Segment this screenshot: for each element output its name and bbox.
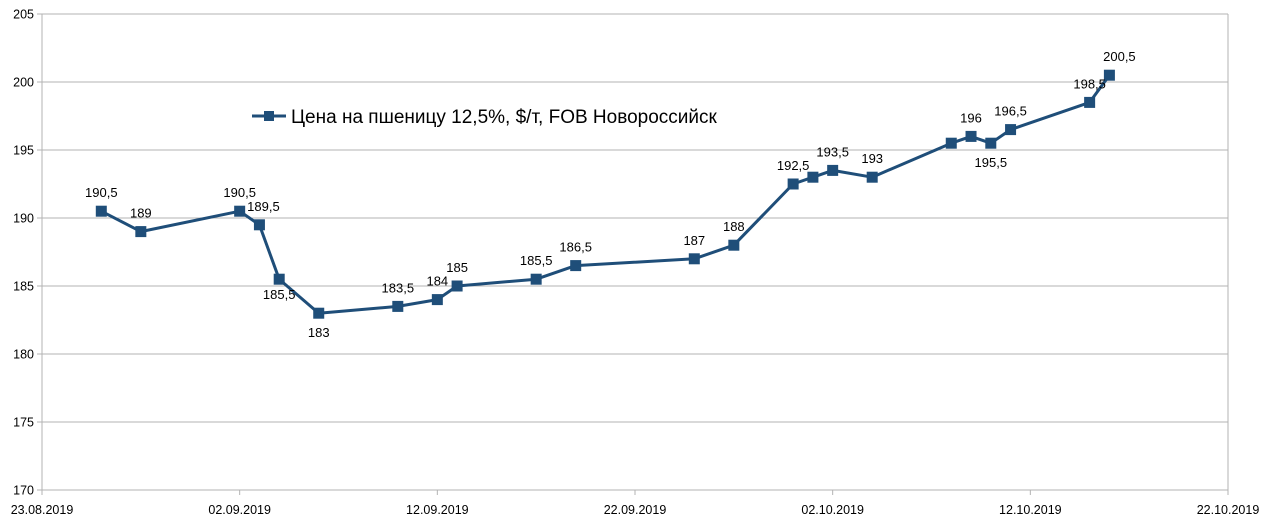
- axes: [41, 14, 1229, 491]
- data-point: [985, 137, 997, 149]
- data-point: [273, 273, 285, 285]
- data-label: 190,5: [85, 185, 118, 200]
- grid-lines: [42, 13, 1228, 491]
- series-group: [95, 69, 1115, 319]
- x-tick-label: 02.10.2019: [801, 503, 864, 517]
- data-point: [945, 137, 957, 149]
- data-label: 198,5: [1073, 76, 1106, 91]
- data-label: 185,5: [263, 287, 296, 302]
- data-point: [1005, 124, 1017, 136]
- data-label: 186,5: [559, 240, 592, 255]
- y-tick-label: 180: [13, 348, 34, 362]
- data-point: [313, 307, 325, 319]
- data-label: 183,5: [382, 280, 415, 295]
- data-label: 189,5: [247, 199, 280, 214]
- data-point: [530, 273, 542, 285]
- data-label: 189: [130, 206, 152, 221]
- data-label: 196,5: [994, 104, 1027, 119]
- data-point: [728, 239, 740, 251]
- y-axis-ticks: 170 175 180 185 190 195 200 205: [13, 8, 42, 498]
- x-tick-label: 22.09.2019: [604, 503, 667, 517]
- legend: Цена на пшеницу 12,5%, $/т, FOB Новоросс…: [252, 107, 718, 128]
- data-point: [431, 294, 443, 306]
- data-label: 200,5: [1103, 49, 1136, 64]
- data-point: [827, 164, 839, 176]
- x-tick-label: 23.08.2019: [11, 503, 74, 517]
- data-label: 185,5: [520, 253, 553, 268]
- data-point: [1103, 69, 1115, 81]
- legend-square-marker: [264, 111, 274, 121]
- y-tick-label: 200: [13, 76, 34, 90]
- x-tick-label: 12.10.2019: [999, 503, 1062, 517]
- data-point: [866, 171, 878, 183]
- y-tick-label: 190: [13, 212, 34, 226]
- data-label: 195,5: [975, 155, 1008, 170]
- x-axis-ticks: 23.08.2019 02.09.2019 12.09.2019 22.09.2019…: [11, 490, 1260, 517]
- data-label: 193: [861, 151, 883, 166]
- y-tick-label: 205: [13, 8, 34, 22]
- y-tick-label: 195: [13, 144, 34, 158]
- data-label: 183: [308, 325, 330, 340]
- data-label: 196: [960, 110, 982, 125]
- x-tick-label: 22.10.2019: [1197, 503, 1260, 517]
- data-point: [570, 260, 582, 272]
- data-point: [807, 171, 819, 183]
- data-label: 193,5: [816, 144, 849, 159]
- data-label: 184: [426, 274, 448, 289]
- data-label: 188: [723, 219, 745, 234]
- y-tick-label: 185: [13, 280, 34, 294]
- y-tick-label: 170: [13, 484, 34, 498]
- data-point: [253, 219, 265, 231]
- data-point: [965, 130, 977, 142]
- x-tick-label: 02.09.2019: [208, 503, 271, 517]
- data-label: 185: [446, 260, 468, 275]
- data-label: 187: [683, 233, 705, 248]
- data-point: [392, 300, 404, 312]
- data-point: [135, 226, 147, 238]
- data-label: 190,5: [223, 185, 256, 200]
- data-point: [688, 253, 700, 265]
- legend-label: Цена на пшеницу 12,5%, $/т, FOB Новоросс…: [291, 107, 718, 128]
- data-point: [234, 205, 246, 217]
- y-tick-label: 175: [13, 416, 34, 430]
- data-label: 192,5: [777, 158, 810, 173]
- data-point: [451, 280, 463, 292]
- data-point: [787, 178, 799, 190]
- data-point: [1084, 96, 1096, 108]
- data-point: [95, 205, 107, 217]
- x-tick-label: 12.09.2019: [406, 503, 469, 517]
